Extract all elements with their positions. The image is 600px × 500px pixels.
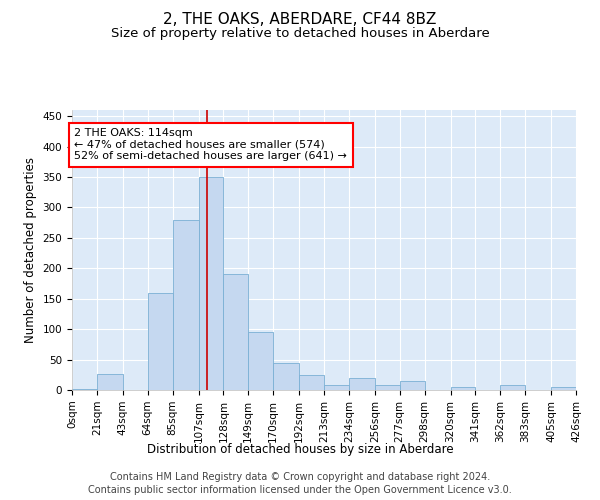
Y-axis label: Number of detached properties: Number of detached properties xyxy=(24,157,37,343)
Text: 2 THE OAKS: 114sqm
← 47% of detached houses are smaller (574)
52% of semi-detach: 2 THE OAKS: 114sqm ← 47% of detached hou… xyxy=(74,128,347,162)
Text: 2, THE OAKS, ABERDARE, CF44 8BZ: 2, THE OAKS, ABERDARE, CF44 8BZ xyxy=(163,12,437,28)
Bar xyxy=(375,385,400,390)
Bar xyxy=(400,382,425,390)
Bar xyxy=(273,362,299,390)
Text: Contains public sector information licensed under the Open Government Licence v3: Contains public sector information licen… xyxy=(88,485,512,495)
Bar xyxy=(299,375,324,390)
Bar xyxy=(97,374,123,390)
Text: Size of property relative to detached houses in Aberdare: Size of property relative to detached ho… xyxy=(110,28,490,40)
Bar xyxy=(72,389,97,390)
Bar xyxy=(451,387,475,390)
Bar xyxy=(148,292,173,390)
Bar xyxy=(324,385,349,390)
Bar xyxy=(223,274,248,390)
Bar xyxy=(500,385,525,390)
Text: Contains HM Land Registry data © Crown copyright and database right 2024.: Contains HM Land Registry data © Crown c… xyxy=(110,472,490,482)
Bar xyxy=(199,177,223,390)
Text: Distribution of detached houses by size in Aberdare: Distribution of detached houses by size … xyxy=(146,442,454,456)
Bar xyxy=(173,220,199,390)
Bar xyxy=(349,378,375,390)
Bar xyxy=(551,387,576,390)
Bar xyxy=(248,332,273,390)
